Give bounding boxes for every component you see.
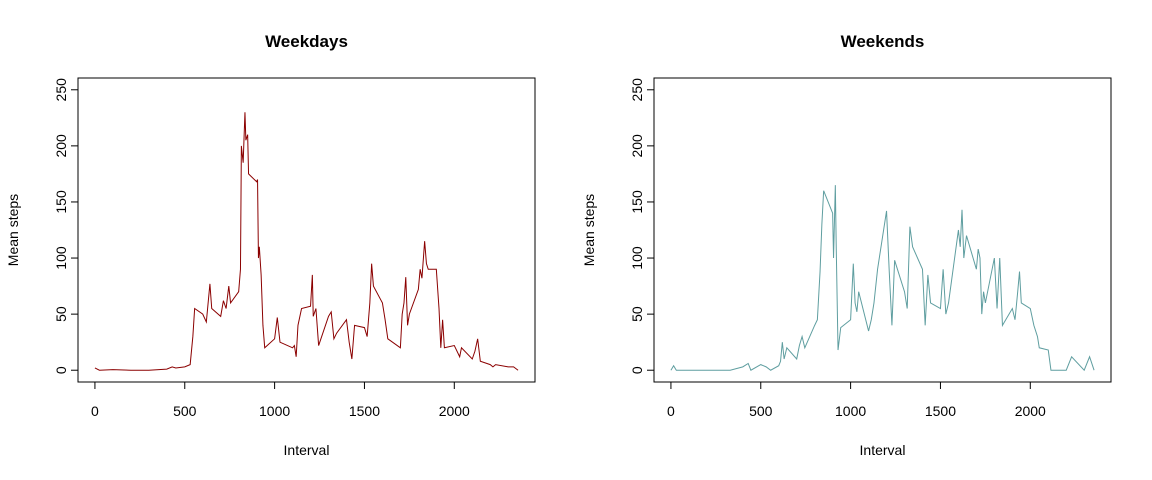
y-tick-label: 250 — [629, 78, 645, 102]
plot-box — [77, 77, 536, 383]
y-tick-label: 100 — [53, 246, 69, 270]
y-tick-label: 50 — [629, 306, 645, 322]
x-tick-label: 2000 — [1015, 403, 1046, 419]
x-tick-label: 1500 — [349, 403, 380, 419]
x-tick-label: 500 — [173, 403, 197, 419]
data-line — [670, 185, 1095, 372]
y-tick-label: 150 — [53, 190, 69, 214]
x-tick-label: 500 — [749, 403, 773, 419]
y-tick-label: 200 — [53, 134, 69, 158]
chart-title: Weekends — [841, 32, 925, 51]
x-tick-label: 0 — [91, 403, 99, 419]
chart-title: Weekdays — [265, 32, 348, 51]
x-tick-label: 0 — [667, 403, 675, 419]
x-tick-label: 1500 — [925, 403, 956, 419]
y-tick-label: 200 — [629, 134, 645, 158]
x-axis-label: Interval — [284, 442, 330, 458]
y-axis-label: Mean steps — [5, 194, 21, 266]
y-tick-label: 100 — [629, 246, 645, 270]
y-tick-label: 0 — [53, 366, 69, 374]
x-axis-label: Interval — [860, 442, 906, 458]
plot-box — [653, 77, 1112, 383]
y-tick-label: 50 — [53, 306, 69, 322]
data-line — [94, 112, 519, 371]
x-tick-label: 2000 — [439, 403, 470, 419]
x-tick-label: 1000 — [835, 403, 866, 419]
x-tick-label: 1000 — [259, 403, 290, 419]
y-axis-label: Mean steps — [581, 194, 597, 266]
y-tick-label: 150 — [629, 190, 645, 214]
y-tick-label: 250 — [53, 78, 69, 102]
y-tick-label: 0 — [629, 366, 645, 374]
